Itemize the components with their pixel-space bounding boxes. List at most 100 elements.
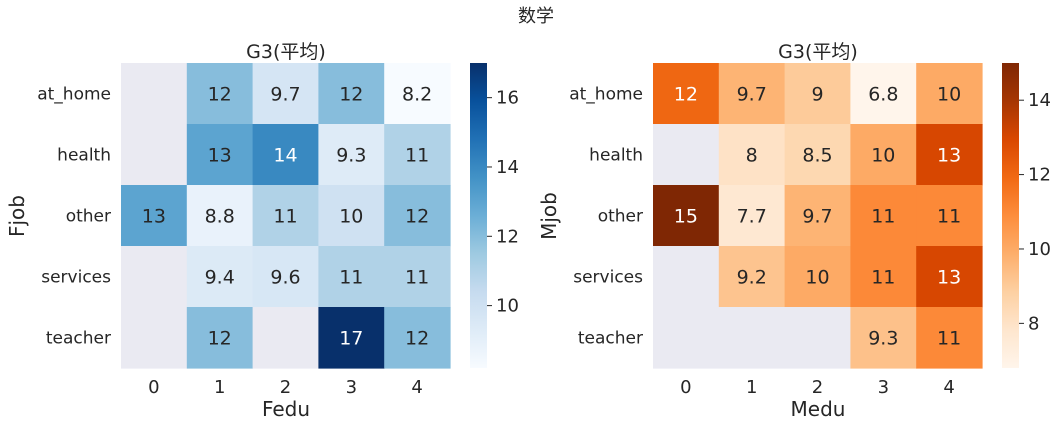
colorbar-tick-label: 10 — [496, 296, 519, 317]
heatmap-cell — [784, 246, 851, 308]
heatmap-left-title: G3(平均) — [246, 41, 326, 63]
y-tick-label: health — [57, 146, 111, 166]
heatmap-cell — [653, 63, 720, 125]
heatmap-cell — [121, 246, 188, 308]
heatmap-right-xlabel: Medu — [791, 397, 846, 421]
heatmap-cell — [850, 63, 917, 125]
colorbar-tick-label: 14 — [496, 157, 519, 178]
heatmap-cell — [186, 124, 254, 186]
x-tick-label: 0 — [680, 377, 691, 398]
cell-value-label: 10 — [937, 84, 961, 106]
cell-value-label: 9.7 — [737, 84, 767, 106]
cell-value-label: 10 — [871, 145, 895, 167]
cell-value-label: 8.8 — [205, 206, 235, 228]
heatmap-cell — [653, 307, 720, 369]
colorbar-tick-label: 14 — [1028, 90, 1051, 111]
heatmap-cell — [850, 124, 917, 186]
heatmap-cell — [318, 63, 385, 125]
figure-suptitle: 数学 — [518, 6, 554, 27]
heatmap-cell — [850, 185, 917, 247]
cell-value-label: 12 — [208, 84, 232, 106]
heatmap-cell — [718, 124, 786, 186]
cell-value-label: 9.4 — [205, 267, 235, 289]
cell-value-label: 9.3 — [336, 145, 366, 167]
heatmap-cell — [718, 63, 786, 125]
heatmap-cell — [121, 63, 188, 125]
heatmap-cell — [916, 124, 983, 186]
heatmap-cell — [121, 185, 188, 247]
colorbar-tick-label: 16 — [496, 88, 519, 109]
colorbar-right — [1002, 63, 1019, 368]
cell-value-label: 10 — [339, 206, 363, 228]
x-tick-label: 2 — [812, 377, 823, 398]
heatmap-cell — [384, 124, 451, 186]
heatmap-left-ylabel: Fjob — [5, 195, 29, 237]
cell-value-label: 7.7 — [737, 206, 767, 228]
cell-value-label: 11 — [405, 267, 429, 289]
heatmap-cell — [318, 124, 385, 186]
cell-value-label: 11 — [871, 206, 895, 228]
heatmap-cell — [252, 185, 319, 247]
cell-value-label: 9.2 — [737, 267, 767, 289]
colorbar-tick-label: 8 — [1028, 313, 1039, 334]
heatmap-cell — [784, 185, 851, 247]
heatmap-cell — [186, 307, 254, 369]
heatmap-cell — [916, 63, 983, 125]
heatmap-cell — [916, 307, 983, 369]
y-tick-label: teacher — [578, 329, 643, 349]
cell-value-label: 15 — [674, 206, 698, 228]
cell-value-label: 9.3 — [868, 328, 898, 350]
y-tick-label: at_home — [37, 85, 111, 105]
cell-value-label: 9.6 — [270, 267, 300, 289]
heatmap-cell — [252, 124, 319, 186]
cell-value-label: 11 — [871, 267, 895, 289]
y-tick-label: other — [66, 207, 111, 227]
heatmap-cell — [121, 307, 188, 369]
colorbar-tick-label: 12 — [1028, 165, 1051, 186]
cell-value-label: 12 — [208, 328, 232, 350]
cell-value-label: 11 — [339, 267, 363, 289]
heatmap-cell — [384, 246, 451, 308]
cell-value-label: 17 — [339, 328, 363, 350]
y-tick-label: services — [41, 268, 111, 288]
heatmap-cell — [653, 185, 720, 247]
y-tick-label: health — [589, 146, 643, 166]
heatmap-cell — [252, 246, 319, 308]
cell-value-label: 8 — [746, 145, 758, 167]
heatmap-cell — [718, 185, 786, 247]
heatmap-left-cells: 12 9.7 12 8.2 13 14 9.3 11 13 8.8 11 10 12 9.4 9.6 11 11… — [121, 63, 451, 369]
x-tick-label: 1 — [214, 377, 225, 398]
heatmap-left-xlabel: Fedu — [262, 397, 310, 421]
colorbar-tick-label: 10 — [1028, 239, 1051, 260]
heatmap-cell — [186, 185, 254, 247]
cell-value-label: 11 — [405, 145, 429, 167]
heatmap-cell — [916, 246, 983, 308]
heatmap-cell — [784, 124, 851, 186]
cell-value-label: 8.2 — [402, 84, 432, 106]
heatmap-cell — [850, 246, 917, 308]
heatmap-right-ylabel: Mjob — [537, 192, 561, 240]
cell-value-label: 12 — [674, 84, 698, 106]
x-tick-label: 4 — [411, 377, 422, 398]
heatmap-cell — [252, 307, 319, 369]
heatmap-cell — [718, 246, 786, 308]
heatmap-cell — [318, 307, 385, 369]
cell-value-label: 10 — [805, 267, 829, 289]
y-tick-label: teacher — [46, 329, 111, 349]
x-tick-label: 3 — [878, 377, 889, 398]
heatmap-cell — [653, 246, 720, 308]
heatmap-cell — [784, 63, 851, 125]
x-tick-label: 3 — [346, 377, 357, 398]
cell-value-label: 13 — [208, 145, 232, 167]
heatmap-left-x-ticks: 0 1 2 3 4 — [148, 377, 423, 398]
heatmap-cell — [252, 63, 319, 125]
cell-value-label: 6.8 — [868, 84, 898, 106]
y-tick-label: other — [598, 207, 643, 227]
cell-value-label: 11 — [937, 328, 961, 350]
cell-value-label: 9.7 — [802, 206, 832, 228]
heatmap-cell — [653, 124, 720, 186]
heatmap-cell — [916, 185, 983, 247]
